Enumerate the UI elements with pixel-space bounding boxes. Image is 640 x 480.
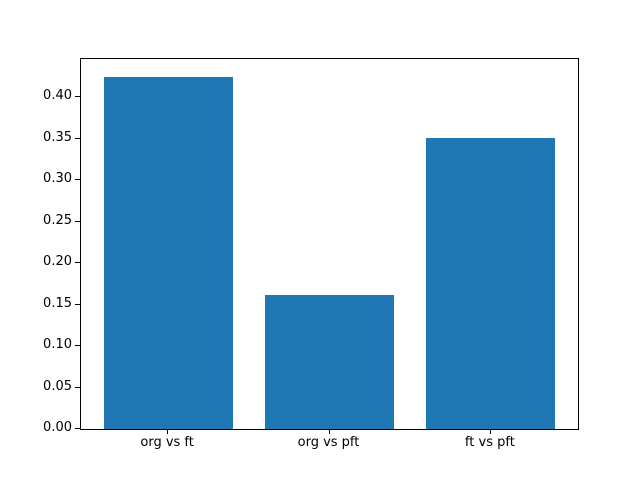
y-tick-mark — [75, 303, 80, 305]
y-tick-label: 0.40 — [43, 88, 72, 104]
y-tick-label: 0.20 — [43, 254, 72, 270]
bar-org-vs-pft — [264, 294, 395, 429]
plot-area — [80, 58, 579, 430]
x-tick-mark — [489, 429, 491, 434]
y-tick-mark — [75, 428, 80, 429]
x-tick-mark — [167, 429, 169, 434]
y-tick-mark — [75, 262, 80, 264]
bar-ft-vs-pft — [426, 138, 556, 429]
y-tick-label: 0.35 — [43, 129, 72, 145]
y-tick-mark — [75, 137, 80, 139]
y-tick-label: 0.00 — [43, 420, 72, 435]
y-tick-label: 0.10 — [43, 337, 72, 353]
y-tick-mark — [75, 96, 80, 98]
y-tick-mark — [75, 386, 80, 388]
x-tick-label-org-vs-pft: org vs pft — [297, 435, 360, 450]
y-tick-mark — [75, 179, 80, 181]
y-tick-label: 0.30 — [43, 171, 72, 187]
y-tick-label: 0.05 — [43, 378, 72, 394]
y-tick-mark — [75, 345, 80, 347]
y-tick-label: 0.15 — [43, 295, 72, 311]
y-tick-label: 0.25 — [43, 212, 72, 228]
x-tick-mark — [328, 429, 330, 434]
y-tick-mark — [75, 220, 80, 222]
bar-org-vs-ft — [103, 76, 233, 429]
x-tick-label-ft-vs-pft: ft vs pft — [464, 435, 515, 450]
x-tick-label-org-vs-ft: org vs ft — [140, 435, 194, 450]
